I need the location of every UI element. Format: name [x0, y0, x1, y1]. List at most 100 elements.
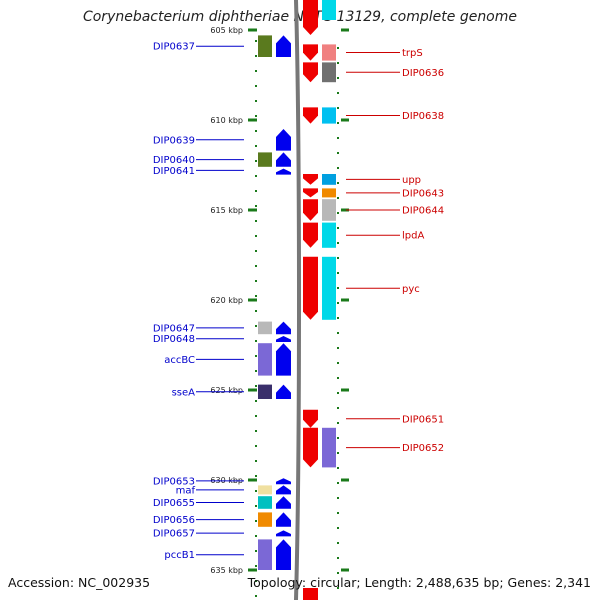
cog-box-left — [258, 496, 272, 509]
guide-dot — [255, 145, 257, 147]
guide-dot — [255, 460, 257, 462]
guide-dot — [337, 482, 339, 484]
cog-box-left — [258, 343, 272, 376]
gene-label-left[interactable]: DIP0655 — [153, 498, 195, 509]
gene-arrow-left[interactable] — [276, 485, 291, 495]
guide-dot — [337, 242, 339, 244]
cog-box-right — [322, 427, 336, 468]
gene-label-right[interactable]: DIP0636 — [402, 68, 444, 79]
guide-dot — [255, 205, 257, 207]
gene-arrow-left[interactable] — [276, 168, 291, 175]
gene-label-left[interactable]: maf — [176, 485, 196, 496]
scale-label: 635 kbp — [210, 566, 243, 575]
scale-tick-right — [341, 568, 349, 572]
gene-arrow-right-partial[interactable] — [303, 0, 318, 35]
cog-box-left — [258, 152, 272, 167]
guide-dot — [337, 527, 339, 529]
gene-arrow-left[interactable] — [276, 530, 291, 537]
gene-arrow-left[interactable] — [276, 384, 291, 399]
gene-label-right[interactable]: upp — [402, 175, 421, 186]
gene-arrow-right[interactable] — [303, 199, 318, 221]
gene-label-left[interactable]: DIP0657 — [153, 529, 195, 540]
cog-box-right — [322, 188, 336, 198]
gene-arrow-right[interactable] — [303, 44, 318, 61]
gene-arrow-right[interactable] — [303, 427, 318, 468]
guide-dot — [255, 40, 257, 42]
gene-arrow-left[interactable] — [276, 336, 291, 342]
guide-dot — [255, 595, 257, 597]
guide-dot — [337, 197, 339, 199]
gene-arrow-left[interactable] — [276, 512, 291, 527]
gene-arrow-left[interactable] — [276, 321, 291, 335]
cog-box-left — [258, 321, 272, 335]
topology-text: Topology: circular; Length: 2,488,635 bp… — [247, 575, 591, 590]
guide-dot — [337, 167, 339, 169]
gene-arrow-left[interactable] — [276, 35, 291, 57]
gene-label-right[interactable]: lpdA — [402, 231, 424, 242]
scale-tick-right — [341, 388, 349, 392]
gene-label-left[interactable]: DIP0641 — [153, 166, 195, 177]
guide-dot — [255, 130, 257, 132]
gene-label-left[interactable]: DIP0647 — [153, 323, 195, 334]
gene-label-right[interactable]: DIP0643 — [402, 188, 444, 199]
guide-dot — [337, 467, 339, 469]
guide-dot — [255, 550, 257, 552]
gene-label-right[interactable]: DIP0652 — [402, 443, 444, 454]
gene-arrow-right[interactable] — [303, 107, 318, 124]
gene-label-left[interactable]: DIP0639 — [153, 135, 195, 146]
scale-tick-right — [341, 118, 349, 122]
gene-arrow-left[interactable] — [276, 343, 291, 376]
gene-arrow-left[interactable] — [276, 152, 291, 167]
cog-box-left — [258, 485, 272, 495]
guide-dot — [337, 317, 339, 319]
guide-dot — [255, 580, 257, 582]
scale-label: 610 kbp — [210, 116, 243, 125]
guide-dot — [337, 257, 339, 259]
cog-box-right — [322, 222, 336, 248]
gene-label-right[interactable]: DIP0644 — [402, 206, 444, 217]
guide-dot — [255, 85, 257, 87]
gene-arrow-right[interactable] — [303, 256, 318, 320]
scale-tick-right — [341, 208, 349, 212]
gene-arrow-right[interactable] — [303, 62, 318, 83]
scale-tick-right — [341, 28, 349, 32]
scale-label: 615 kbp — [210, 206, 243, 215]
gene-label-right[interactable]: DIP0638 — [402, 111, 444, 122]
guide-dot — [337, 497, 339, 499]
gene-label-left[interactable]: DIP0637 — [153, 42, 195, 53]
guide-dot — [337, 137, 339, 139]
gene-arrow-left[interactable] — [276, 496, 291, 509]
gene-arrow-right[interactable] — [303, 222, 318, 248]
gene-label-left[interactable]: sseA — [172, 387, 196, 398]
gene-arrow-right-partial[interactable] — [303, 588, 318, 600]
gene-label-right[interactable]: DIP0651 — [402, 414, 444, 425]
gene-label-left[interactable]: DIP0656 — [153, 515, 195, 526]
gene-arrow-left[interactable] — [276, 129, 291, 151]
gene-label-left[interactable]: pccB1 — [164, 550, 195, 561]
gene-label-right[interactable]: trpS — [402, 48, 423, 59]
guide-dot — [255, 490, 257, 492]
gene-arrow-right[interactable] — [303, 188, 318, 198]
guide-dot — [337, 152, 339, 154]
gene-label-right[interactable]: pyc — [402, 284, 420, 295]
gene-arrow-left[interactable] — [276, 539, 291, 570]
gene-arrow-right[interactable] — [303, 174, 318, 185]
guide-dot — [255, 415, 257, 417]
cog-box-right — [322, 256, 336, 320]
gene-label-left[interactable]: DIP0648 — [153, 334, 195, 345]
cog-box-left — [258, 384, 272, 399]
guide-dot — [337, 287, 339, 289]
guide-dot — [255, 265, 257, 267]
gene-label-left[interactable]: DIP0640 — [153, 155, 195, 166]
scale-label: 620 kbp — [210, 296, 243, 305]
guide-dot — [255, 310, 257, 312]
gene-arrow-right[interactable] — [303, 409, 318, 428]
guide-dot — [337, 437, 339, 439]
guide-dot — [255, 175, 257, 177]
gene-label-left[interactable]: DIP0653 — [153, 476, 195, 487]
gene-label-left[interactable]: accBC — [164, 355, 195, 366]
guide-dot — [255, 325, 257, 327]
gene-arrow-left[interactable] — [276, 478, 291, 485]
scale-tick-right — [341, 478, 349, 482]
